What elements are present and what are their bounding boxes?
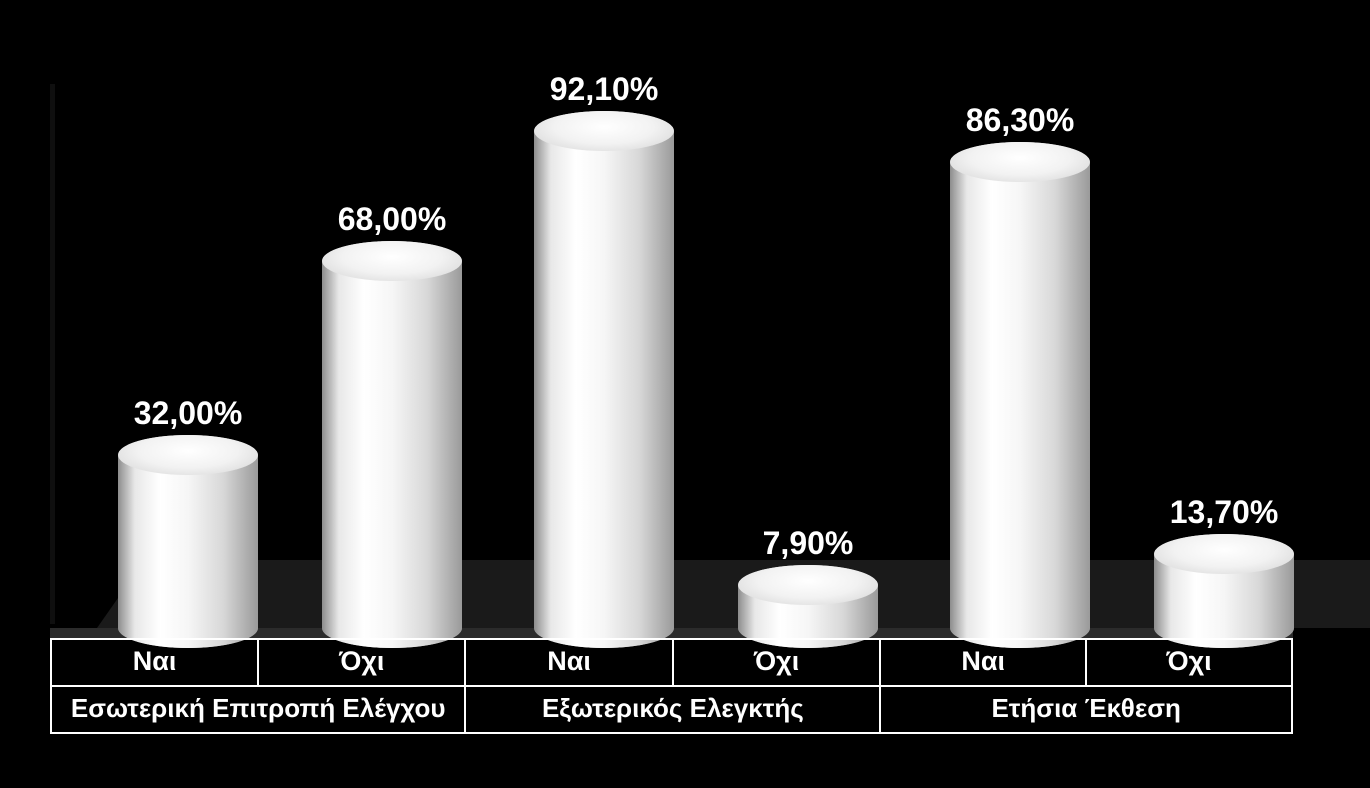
axis-sub-label: Ναι <box>465 639 672 686</box>
axis-sub-label: Όχι <box>673 639 881 686</box>
bar-value-label: 32,00% <box>88 395 288 432</box>
axis-group-label: Εσωτερική Επιτροπή Ελέγχου <box>51 686 465 733</box>
x-axis-table: Ναι Όχι Ναι Όχι Ναι Όχι Εσωτερική Επιτρο… <box>50 638 1293 734</box>
chart-container: 32,00% 68,00% 92,10% 7,90% 86,30% 13,70% <box>0 0 1370 788</box>
bar: 32,00% <box>118 0 258 628</box>
bar-value-label: 92,10% <box>504 71 704 108</box>
axis-sub-label: Ναι <box>880 639 1086 686</box>
axis-group-label: Εξωτερικός Ελεγκτής <box>465 686 880 733</box>
bar-value-label: 86,30% <box>920 102 1120 139</box>
bar: 86,30% <box>950 0 1090 628</box>
bar-value-label: 68,00% <box>292 201 492 238</box>
axis-group-label: Ετήσια Έκθεση <box>880 686 1292 733</box>
bar: 92,10% <box>534 0 674 628</box>
axis-sub-label: Ναι <box>51 639 258 686</box>
bar: 68,00% <box>322 0 462 628</box>
axis-sub-label: Όχι <box>258 639 465 686</box>
bar: 7,90% <box>738 0 878 628</box>
axis-sub-label: Όχι <box>1086 639 1292 686</box>
bar-value-label: 13,70% <box>1124 494 1324 531</box>
plot-left-wall <box>50 84 55 624</box>
bar: 13,70% <box>1154 0 1294 628</box>
bar-value-label: 7,90% <box>708 525 908 562</box>
